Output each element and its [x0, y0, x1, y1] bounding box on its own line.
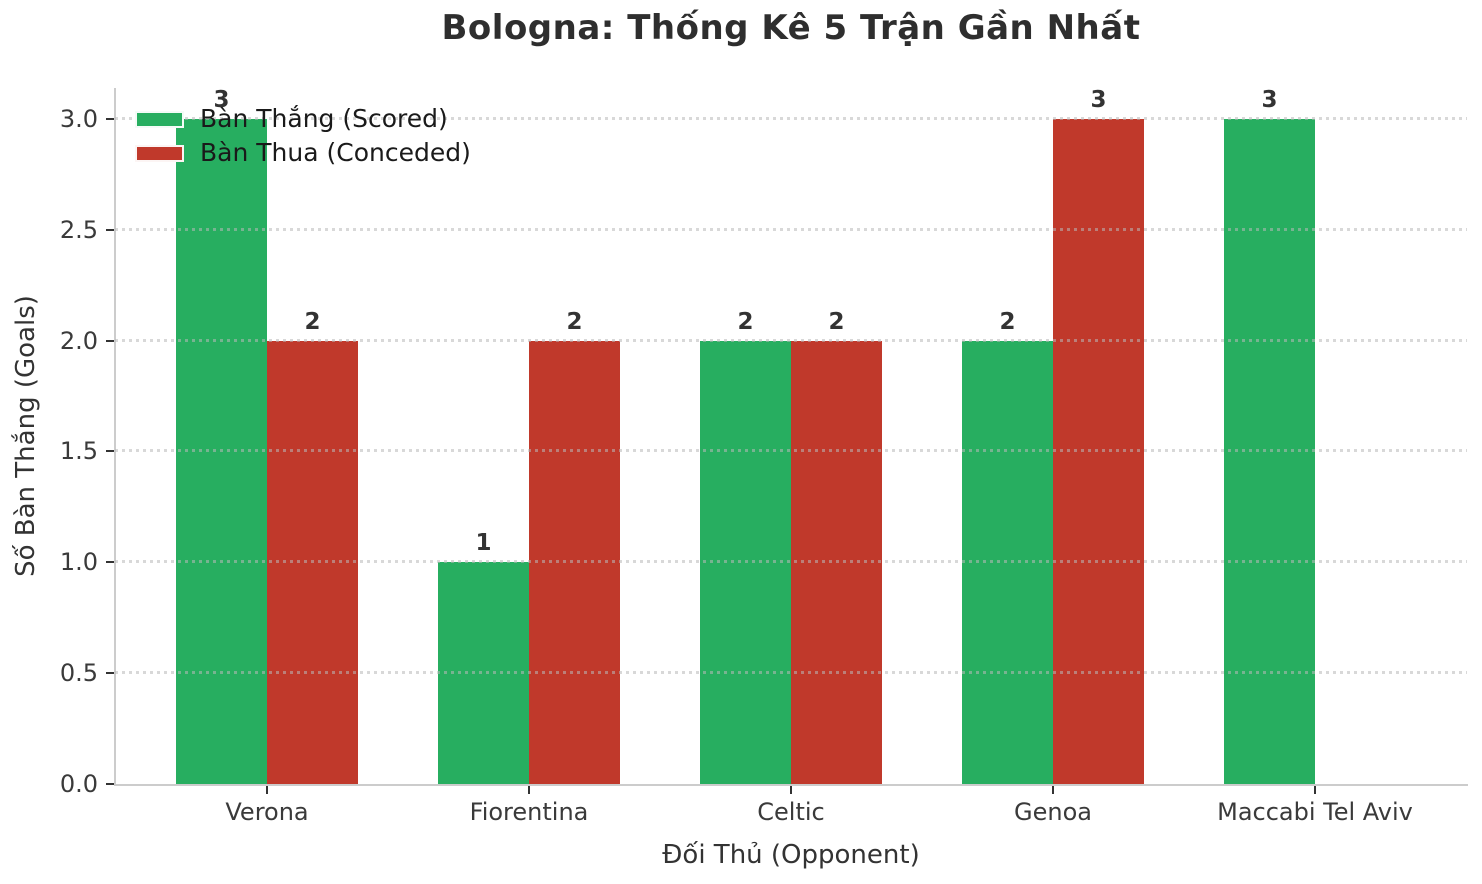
- legend-item-conceded: Bàn Thua (Conceded): [135, 136, 471, 170]
- x-tick-label-genoa: Genoa: [1014, 798, 1092, 826]
- gridline-1.5: [115, 449, 1467, 453]
- legend-label-conceded: Bàn Thua (Conceded): [200, 138, 471, 167]
- x-tick-label-maccabi-tel-aviv: Maccabi Tel Aviv: [1217, 798, 1413, 826]
- bar-value-scored-celtic: 2: [737, 309, 754, 335]
- y-tick-mark-2.0: [106, 339, 114, 342]
- plot-area: 3 2 1 2 2 2 2 3 3 Bàn Thắng (Scored) Bàn Thua (Con…: [115, 87, 1467, 784]
- x-tick-label-fiorentina: Fiorentina: [469, 798, 589, 826]
- y-tick-mark-1.0: [106, 561, 114, 564]
- bar-value-conceded-verona: 2: [304, 309, 321, 335]
- y-axis-spine: [114, 88, 116, 786]
- y-tick-label-1.0: 1.0: [59, 548, 98, 577]
- legend-label-scored: Bàn Thắng (Scored): [200, 104, 448, 133]
- legend-swatch-conceded-icon: [135, 144, 184, 162]
- legend-item-scored: Bàn Thắng (Scored): [135, 102, 471, 136]
- bar-value-conceded-fiorentina: 2: [566, 309, 583, 335]
- bar-value-conceded-celtic: 2: [828, 309, 845, 335]
- chart-title: Bologna: Thống Kê 5 Trận Gần Nhất: [441, 8, 1141, 48]
- gridline-2.5: [115, 227, 1467, 231]
- x-tick-mark-maccabi-tel-aviv: [1314, 786, 1316, 794]
- bar-value-scored-verona: 3: [213, 87, 230, 113]
- gridline-0.5: [115, 671, 1467, 675]
- y-tick-mark-2.5: [106, 228, 114, 231]
- bar-value-conceded-genoa: 3: [1090, 87, 1107, 113]
- x-axis-spine: [114, 784, 1468, 786]
- y-tick-mark-1.5: [106, 450, 114, 453]
- x-tick-label-verona: Verona: [225, 798, 309, 826]
- bar-value-scored-genoa: 2: [999, 309, 1016, 335]
- y-tick-label-1.5: 1.5: [59, 437, 98, 466]
- x-tick-mark-verona: [266, 786, 268, 794]
- y-tick-mark-3.0: [106, 117, 114, 120]
- y-tick-label-3.0: 3.0: [59, 104, 98, 133]
- x-tick-mark-fiorentina: [528, 786, 530, 794]
- x-tick-mark-celtic: [790, 786, 792, 794]
- bar-value-scored-maccabi-tel-aviv: 3: [1261, 87, 1278, 113]
- y-tick-mark-0.5: [106, 672, 114, 675]
- x-axis-label: Đối Thủ (Opponent): [662, 840, 920, 870]
- x-tick-label-celtic: Celtic: [757, 798, 825, 826]
- y-tick-label-0.0: 0.0: [59, 770, 98, 798]
- legend: Bàn Thắng (Scored) Bàn Thua (Conceded): [135, 102, 471, 170]
- y-tick-label-2.5: 2.5: [59, 215, 98, 244]
- y-tick-label-2.0: 2.0: [59, 326, 98, 355]
- y-tick-mark-0.0: [106, 783, 114, 785]
- legend-swatch-scored-icon: [135, 110, 184, 128]
- x-tick-mark-genoa: [1052, 786, 1054, 794]
- y-tick-label-0.5: 0.5: [59, 659, 98, 688]
- bar-value-scored-fiorentina: 1: [475, 530, 492, 556]
- gridline-2.0: [115, 338, 1467, 342]
- gridline-3.0: [115, 116, 1467, 120]
- gridline-1.0: [115, 560, 1467, 564]
